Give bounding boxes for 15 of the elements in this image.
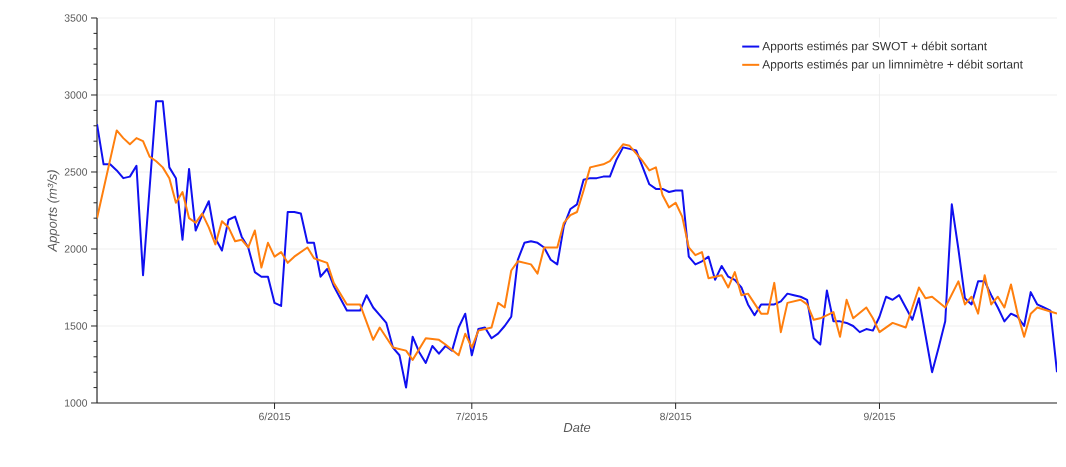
y-axis-title: Apports (m³/s) <box>47 170 60 253</box>
y-tick-label: 1500 <box>65 322 88 330</box>
x-axis-title: Date <box>563 423 591 433</box>
legend-label: Apports estimés par SWOT + débit sortant <box>762 41 988 53</box>
x-tick-label: 6/2015 <box>259 412 291 421</box>
y-tick-label: 3500 <box>64 14 88 22</box>
x-tick-label: 8/2015 <box>660 412 692 421</box>
y-tick-label: 2500 <box>64 168 88 176</box>
y-tick-label: 1000 <box>65 399 88 407</box>
y-tick-label: 2000 <box>64 245 88 253</box>
y-tick-label: 3000 <box>64 91 88 99</box>
line-series <box>97 129 1058 361</box>
x-tick-label: 9/2015 <box>863 412 896 421</box>
legend-label: Apports estimés par un limnimètre + débit sortant <box>762 59 1023 71</box>
x-tick-label: 7/2015 <box>456 412 488 421</box>
